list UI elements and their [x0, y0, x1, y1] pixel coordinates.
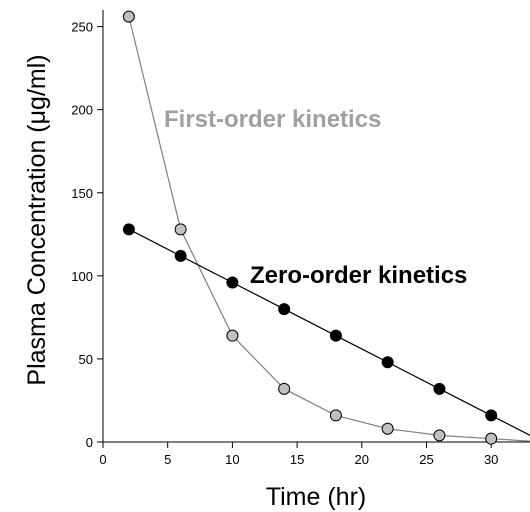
series-layer	[123, 11, 530, 447]
first-order-point	[175, 224, 186, 235]
plot-axes	[103, 10, 530, 442]
y-tick-label: 200	[71, 103, 93, 118]
zero-order-point	[382, 357, 393, 368]
zero-order-point	[279, 304, 290, 315]
first-order-annotation: First-order kinetics	[164, 106, 381, 133]
x-tick-label: 20	[355, 452, 369, 467]
x-axis-title: Time (hr)	[266, 483, 366, 511]
y-axis-title: Plasma Concentration (μg/ml)	[23, 54, 51, 385]
first-order-point	[123, 11, 134, 22]
zero-order-point	[434, 383, 445, 394]
first-order-line	[129, 17, 530, 442]
x-tick-label: 25	[419, 452, 433, 467]
x-tick-label: 5	[164, 452, 171, 467]
x-tick-label: 0	[99, 452, 106, 467]
y-tick-label: 150	[71, 186, 93, 201]
y-tick-label: 100	[71, 269, 93, 284]
zero-order-point	[330, 330, 341, 341]
x-tick-label: 15	[290, 452, 304, 467]
y-tick-label: 50	[79, 352, 93, 367]
x-tick-label: 10	[225, 452, 239, 467]
zero-order-annotation: Zero-order kinetics	[250, 262, 467, 289]
y-axis-ticks: 0 50 100 150 200 250	[71, 20, 103, 450]
y-tick-label: 0	[86, 435, 93, 450]
first-order-series	[123, 11, 530, 447]
zero-order-point	[123, 224, 134, 235]
zero-order-point	[227, 277, 238, 288]
zero-order-series	[123, 224, 530, 448]
x-axis-ticks: 0 5 10 15 20 25 30	[99, 442, 498, 467]
x-tick-label: 30	[484, 452, 498, 467]
first-order-point	[382, 423, 393, 434]
first-order-point	[279, 383, 290, 394]
zero-order-point	[486, 410, 497, 421]
first-order-point	[486, 433, 497, 444]
first-order-point	[227, 330, 238, 341]
y-tick-label: 250	[71, 20, 93, 35]
first-order-point	[434, 430, 445, 441]
zero-order-point	[175, 250, 186, 261]
first-order-point	[330, 410, 341, 421]
